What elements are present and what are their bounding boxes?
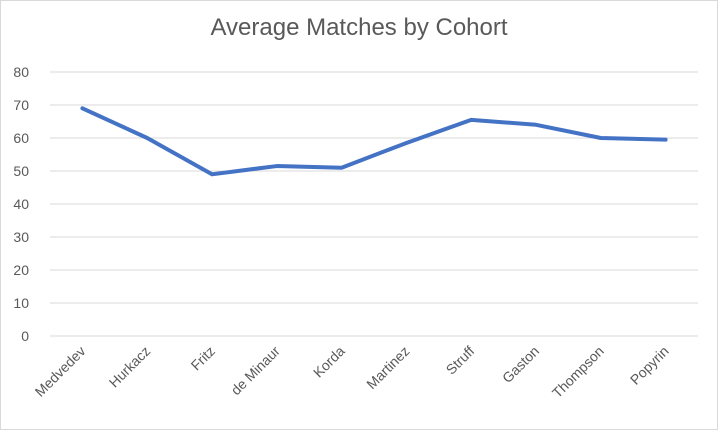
series-line xyxy=(80,106,668,177)
x-tick-label: Thompson xyxy=(549,343,607,401)
x-tick-label: Popyrin xyxy=(627,343,672,388)
y-tick-label: 30 xyxy=(13,229,29,245)
x-tick-label: Gaston xyxy=(499,343,542,386)
y-tick-label: 50 xyxy=(13,163,29,179)
y-tick-label: 0 xyxy=(21,328,29,344)
y-axis-ticks: 0 10 20 30 40 50 60 70 80 xyxy=(13,64,29,344)
series-layer xyxy=(80,106,668,177)
x-tick-label: Hurkacz xyxy=(106,343,154,391)
y-tick-label: 40 xyxy=(13,196,29,212)
x-tick-label: de Minaur xyxy=(228,343,284,399)
gridlines xyxy=(50,71,698,337)
y-tick-label: 70 xyxy=(13,97,29,113)
y-tick-label: 10 xyxy=(13,295,29,311)
y-tick-label: 60 xyxy=(13,130,29,146)
x-tick-label: Struff xyxy=(443,343,478,378)
chart-title: Average Matches by Cohort xyxy=(210,14,508,41)
x-tick-label: Fritz xyxy=(188,343,219,374)
x-axis-ticks: Medvedev Hurkacz Fritz de Minaur Korda Martin… xyxy=(32,343,672,401)
y-tick-label: 20 xyxy=(13,262,29,278)
x-tick-label: Medvedev xyxy=(32,343,89,400)
y-tick-label: 80 xyxy=(13,64,29,80)
x-tick-label: Martinez xyxy=(363,343,412,392)
x-tick-label: Korda xyxy=(310,343,348,381)
